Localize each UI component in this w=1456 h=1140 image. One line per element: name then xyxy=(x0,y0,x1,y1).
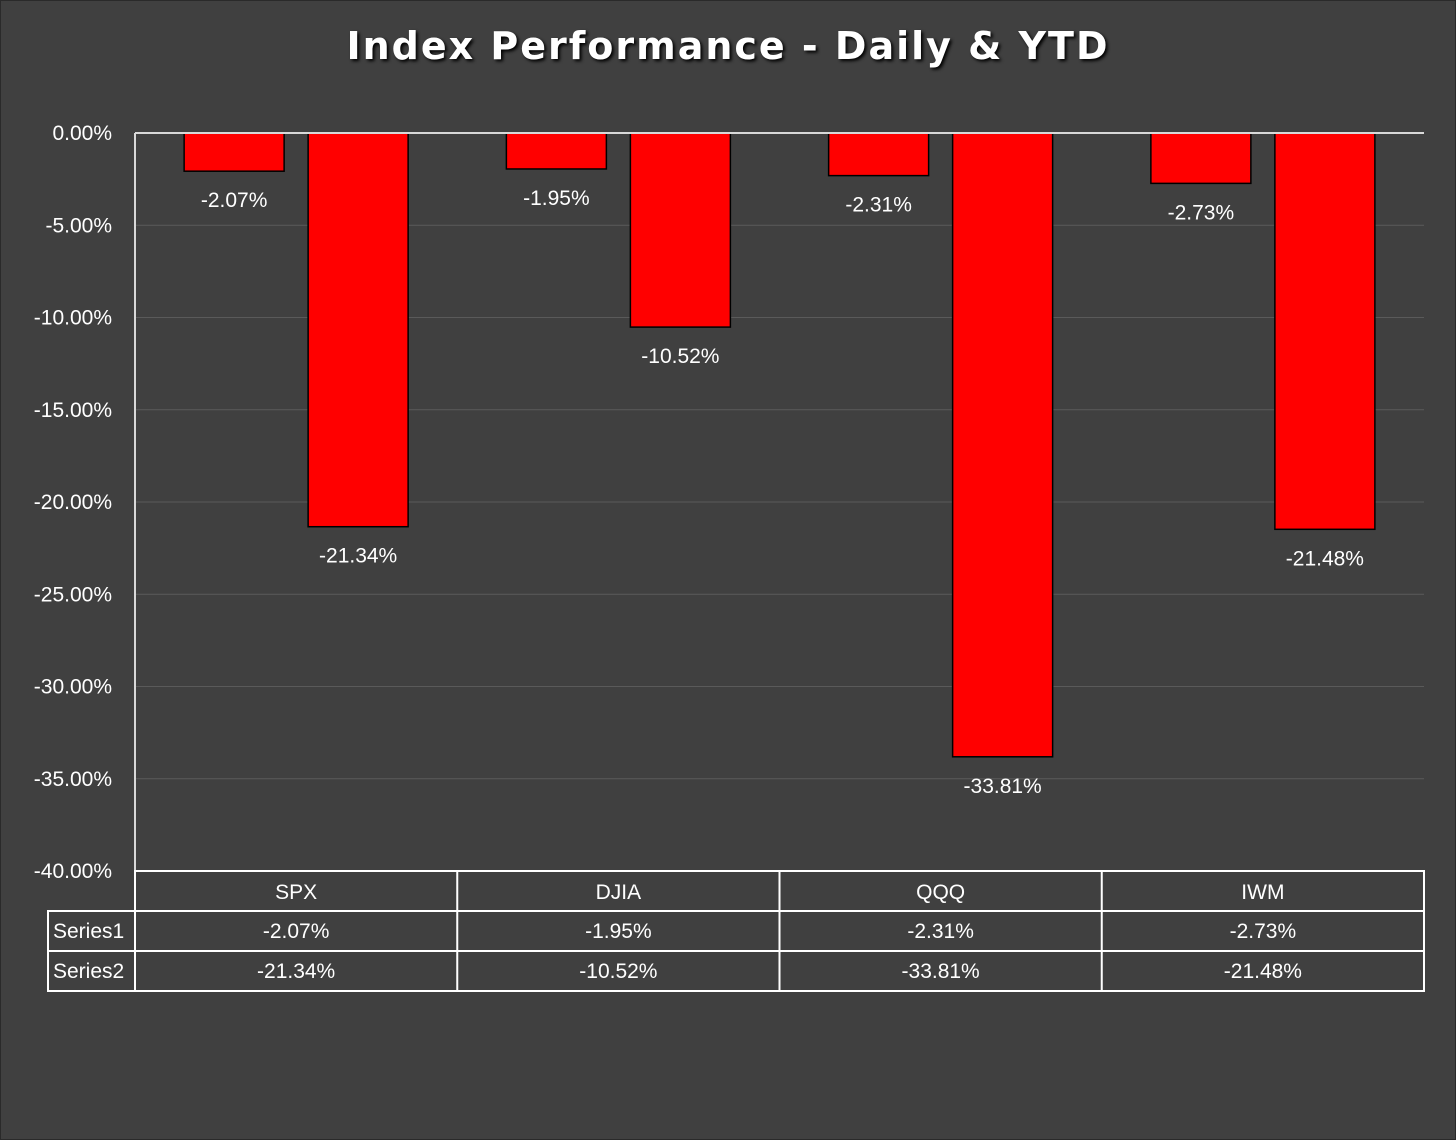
data-table-cell: -33.81% xyxy=(902,960,980,983)
y-tick-label: -20.00% xyxy=(34,491,112,514)
series-name-label: Series1 xyxy=(53,920,124,943)
bar xyxy=(951,132,1054,758)
y-tick-label: -40.00% xyxy=(34,860,112,883)
data-table-cell: -1.95% xyxy=(585,920,652,943)
x-category-label: IWM xyxy=(1241,881,1284,904)
bar xyxy=(1150,132,1252,185)
bar xyxy=(505,132,608,170)
y-tick-label: -10.00% xyxy=(34,307,112,330)
y-tick-label: 0.00% xyxy=(52,122,112,145)
y-tick-label: -25.00% xyxy=(34,583,112,606)
bar xyxy=(827,132,930,177)
data-label: -2.31% xyxy=(845,194,912,217)
data-table-cell: -2.73% xyxy=(1230,920,1297,943)
bar xyxy=(307,132,409,528)
data-table-cell: -2.31% xyxy=(907,920,974,943)
x-category-label: DJIA xyxy=(596,881,642,904)
data-label: -2.73% xyxy=(1168,201,1235,224)
data-label: -21.48% xyxy=(1286,547,1364,570)
y-tick-label: -5.00% xyxy=(45,214,112,237)
data-label: -10.52% xyxy=(641,345,719,368)
y-tick-label: -30.00% xyxy=(34,676,112,699)
data-table-cell: -21.48% xyxy=(1224,960,1302,983)
chart-title: Index Performance - Daily & YTD xyxy=(346,24,1110,68)
data-label: -21.34% xyxy=(319,545,397,568)
bar xyxy=(183,132,285,172)
x-category-label: QQQ xyxy=(916,881,965,904)
bar xyxy=(1274,132,1376,531)
data-label: -33.81% xyxy=(964,775,1042,798)
data-table-cell: -21.34% xyxy=(257,960,335,983)
y-tick-label: -35.00% xyxy=(34,768,112,791)
bar xyxy=(629,132,732,328)
y-tick-label: -15.00% xyxy=(34,399,112,422)
data-table-cell: -2.07% xyxy=(263,920,330,943)
data-table-cell: -10.52% xyxy=(579,960,657,983)
x-category-label: SPX xyxy=(275,881,317,904)
series-name-label: Series2 xyxy=(53,960,124,983)
data-label: -1.95% xyxy=(523,187,590,210)
data-label: -2.07% xyxy=(201,189,268,212)
